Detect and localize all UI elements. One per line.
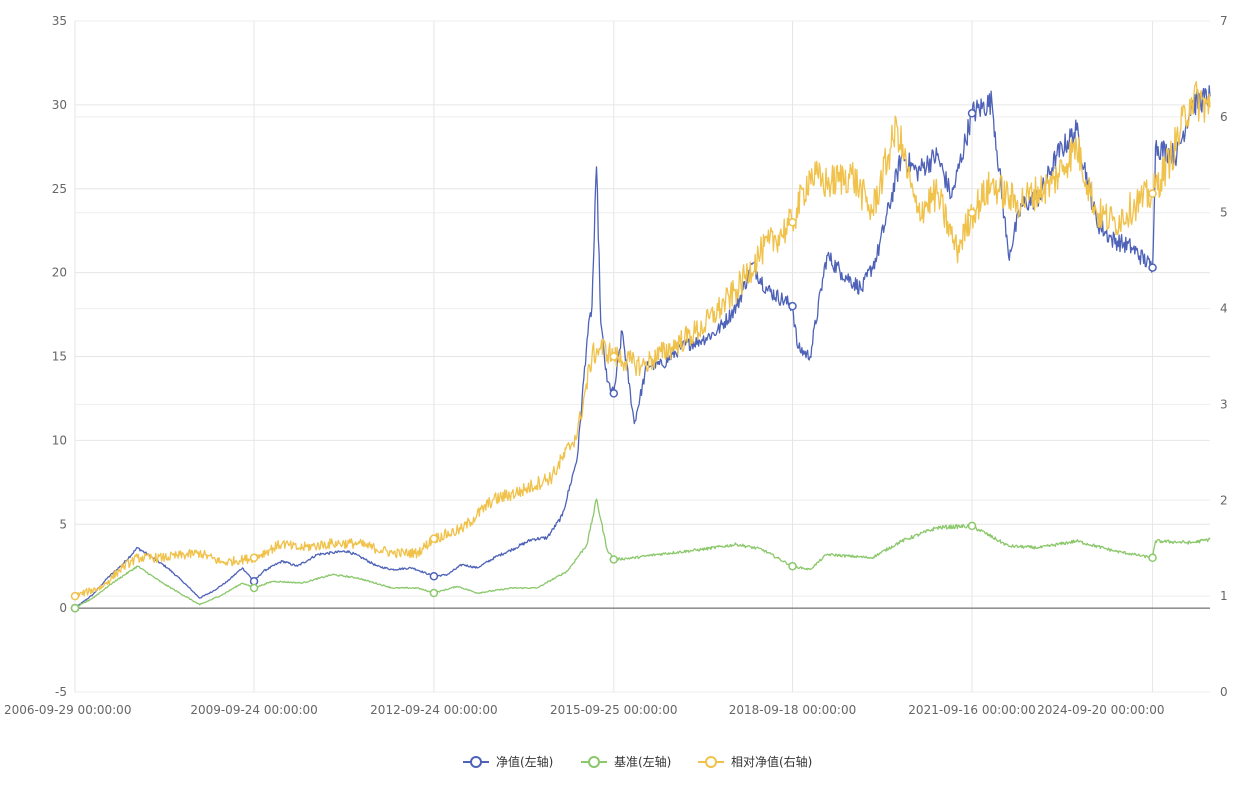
right-tick-label: 0	[1220, 685, 1228, 699]
legend-marker-icon	[470, 756, 482, 768]
x-tick-label: 2021-09-16 00:00:00	[908, 703, 1035, 717]
series-marker-0	[429, 572, 439, 581]
left-tick-label: 35	[52, 14, 67, 28]
right-tick-label: 3	[1220, 397, 1228, 411]
series-marker-2	[70, 591, 80, 601]
legend: 净值(左轴) 基准(左轴) 相对净值(右轴)	[463, 754, 812, 769]
right-tick-label: 7	[1220, 14, 1228, 28]
x-axis-ticks: 2006-09-29 00:00:00 2009-09-24 00:00:00 20…	[4, 703, 1165, 717]
left-axis-ticks: -5 0 5 10 15 20 25 30 35	[52, 14, 67, 699]
series-marker-2	[1148, 189, 1157, 198]
left-tick-label: -5	[55, 685, 67, 699]
series-line-1	[74, 498, 1211, 609]
left-tick-label: 0	[59, 601, 67, 615]
x-tick-label: 2006-09-29 00:00:00	[4, 703, 131, 717]
series-marker-0	[788, 301, 797, 311]
left-tick-label: 15	[52, 350, 67, 364]
legend-item-relative-nav[interactable]: 相对净值(右轴)	[698, 754, 812, 769]
series-marker-2	[429, 534, 439, 543]
x-tick-label: 2024-09-20 00:00:00	[1037, 703, 1164, 717]
series-marker-0	[967, 109, 977, 118]
right-tick-label: 4	[1220, 302, 1228, 316]
right-axis-ticks: 0 1 2 3 4 5 6 7	[1220, 14, 1228, 699]
x-tick-label: 2018-09-18 00:00:00	[729, 703, 856, 717]
right-tick-label: 2	[1220, 493, 1228, 507]
right-tick-label: 5	[1220, 206, 1228, 220]
series-marker-1	[1148, 553, 1157, 563]
series-marker-0	[249, 577, 259, 586]
x-tick-label: 2009-09-24 00:00:00	[190, 703, 317, 717]
left-tick-label: 10	[52, 433, 67, 447]
right-tick-label: 6	[1220, 110, 1228, 124]
legend-marker-icon	[705, 756, 717, 768]
series-marker-2	[788, 218, 797, 227]
legend-item-benchmark[interactable]: 基准(左轴)	[581, 754, 671, 769]
x-tick-label: 2015-09-25 00:00:00	[550, 703, 677, 717]
grid-lines	[74, 20, 1210, 693]
series-marker-1	[967, 521, 977, 531]
x-tick-label: 2012-09-24 00:00:00	[370, 703, 497, 717]
left-tick-label: 30	[52, 98, 67, 112]
series-marker-2	[609, 352, 619, 361]
series-line-2	[74, 80, 1211, 600]
series-marker-1	[609, 555, 619, 564]
legend-label-nav: 净值(左轴)	[496, 754, 553, 769]
legend-label-benchmark: 基准(左轴)	[614, 754, 671, 769]
series-marker-0	[1148, 263, 1157, 272]
series-marker-0	[609, 389, 619, 398]
series-marker-2	[967, 208, 977, 217]
left-tick-label: 5	[59, 517, 67, 531]
series-marker-1	[429, 588, 439, 598]
series-marker-1	[70, 603, 80, 613]
legend-label-relative-nav: 相对净值(右轴)	[731, 754, 812, 769]
series-line-0	[74, 85, 1211, 609]
left-tick-label: 25	[52, 182, 67, 196]
series-marker-2	[249, 553, 259, 563]
series-layer	[70, 80, 1211, 613]
right-tick-label: 1	[1220, 589, 1228, 603]
series-marker-1	[788, 561, 797, 571]
series-marker-1	[249, 583, 259, 593]
left-tick-label: 20	[52, 266, 67, 280]
legend-item-nav[interactable]: 净值(左轴)	[463, 754, 553, 769]
legend-marker-icon	[588, 756, 600, 768]
